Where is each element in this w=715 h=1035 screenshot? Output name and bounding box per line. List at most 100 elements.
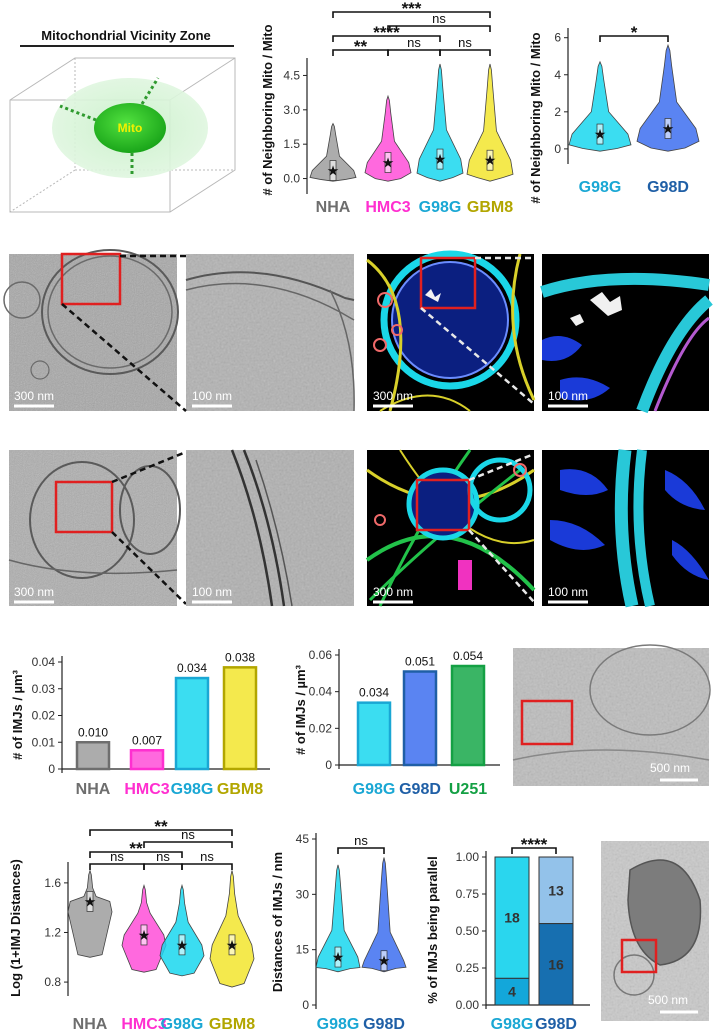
y-tick-label: 1.2 [44,925,61,939]
bar-gbm8 [222,666,258,771]
significance-bracket [143,841,233,848]
x-category-label: GBM8 [217,781,263,798]
y-tick-label: 2 [554,105,561,119]
median-star: ★ [434,151,447,167]
bar-value-label: 0.034 [177,661,207,675]
significance-bracket [439,49,491,56]
violin-nha [309,122,357,182]
x-category-label: HMC3 [365,199,410,216]
bar-value-label: 0.051 [405,655,435,669]
y-tick-label: 45 [296,832,310,846]
significance-bracket [332,35,441,42]
violin-box-gbm8 [486,149,494,171]
y-tick-label: 1.5 [283,137,300,151]
em-scale-text-2b: 100 nm [192,585,232,599]
violin-box-g98g [178,934,186,956]
y-tick-label: 0.06 [309,648,333,662]
x-category-label: G98G [579,179,622,196]
bar-g98d [402,670,438,767]
significance-bracket [511,847,557,854]
y-tick-label: 1.6 [44,876,61,890]
significance-label: *** [402,0,422,18]
stack-bottom-label: 16 [548,956,564,972]
y-tick-label: 3.0 [283,103,300,117]
x-category-label: G98D [535,1016,577,1033]
y-tick-label: 0.02 [32,709,56,723]
x-category-label: NHA [73,1016,108,1033]
violin-hmc3 [364,94,412,182]
chart-imj-density-3: 0 0.02 0.04 0.06# of IMJs / µm³ G98G G98D U251… [293,648,500,798]
violin-box-nha [86,891,94,912]
significance-label: ns [354,833,368,848]
charts-layer: 0.0 1.5 3.0 4.5 # of Neighboring Mito / Mito… [8,0,700,1033]
y-axis-label: Distances of IMJs / nm [270,852,285,992]
significance-label: ns [200,849,214,864]
median-star: ★ [594,126,607,142]
seg-scale-text-1a: 300 nm [373,389,413,403]
y-tick-label: 6 [554,31,561,45]
stack-top-g98g [494,856,530,979]
y-axis-label: % of IMJs being parallel [425,856,440,1003]
em-zoom-box-4 [620,938,658,974]
violin-g98g [159,883,205,977]
em-row-2: 300 nm 100 nm 300 nm [8,449,709,608]
significance-label: ns [432,11,446,26]
em-inset-3: 500 nm [512,644,711,786]
x-category-label: G98G [353,781,396,798]
median-star: ★ [484,152,497,168]
y-axis-label: # of IMJs / µm³ [10,669,25,760]
y-tick-label: 4 [554,68,561,82]
seg-zoom-box-2 [415,478,471,532]
significance-bracket [143,863,183,870]
significance-label: ns [407,35,421,50]
chart-neighbor-mito-4: 0.0 1.5 3.0 4.5 # of Neighboring Mito / Mito… [260,0,514,216]
seg-scale-text-1b: 100 nm [548,389,588,403]
bar-value-label: 0.010 [78,725,108,739]
bar-value-label: 0.007 [132,733,162,747]
x-category-label: NHA [316,199,351,216]
significance-label: * [631,23,638,42]
em-row-1: 300 nm 100 nm 300 nm [3,249,713,414]
y-tick-label: 0 [302,998,309,1012]
y-tick-label: 0.0 [283,172,300,186]
violin-box-g98d [380,950,388,972]
y-tick-label: 0.00 [456,998,480,1012]
y-tick-label: 0.50 [456,924,480,938]
y-axis-label: # of IMJs / µm³ [293,664,308,755]
chart-imj-parallel: 0.00 0.25 0.50 0.75 1.00 % of IMJs being para… [425,835,590,1033]
median-star: ★ [176,937,189,953]
y-axis-label: Log (1+IMJ Distances) [8,859,23,997]
median-star: ★ [226,937,239,953]
significance-label: ** [129,839,143,858]
em-zoom-box-2a [54,480,114,534]
violin-box-g98g [596,123,604,145]
em-scale-text-1b: 100 nm [192,389,232,403]
y-tick-label: 0.04 [32,655,56,669]
em-scale-text-4: 500 nm [648,993,688,1007]
em-zoom-box-1a [60,252,122,306]
x-category-label: U251 [449,781,487,798]
y-tick-label: 0.03 [32,682,56,696]
significance-bracket [332,11,491,18]
x-category-label: HMC3 [121,1016,166,1033]
median-star: ★ [662,121,675,137]
stack-top-label: 18 [504,910,520,926]
violin-g98g [416,63,464,182]
y-tick-label: 0.04 [309,685,333,699]
y-tick-label: 0.25 [456,961,480,975]
mito-label: Mito [118,121,143,135]
x-category-label: G98D [399,781,441,798]
y-axis-label: # of Neighboring Mito / Mito [528,32,543,203]
seg-scale-text-2b: 100 nm [548,585,588,599]
significance-bracket [89,863,145,870]
y-tick-label: 0 [48,762,55,776]
median-star: ★ [382,155,395,171]
x-category-label: HMC3 [124,781,169,798]
significance-label: ns [458,35,472,50]
em-scale-text-1a: 300 nm [14,389,54,403]
significance-bracket [89,851,183,858]
significance-label: **** [373,23,400,42]
em-inset-4: 500 nm [601,841,709,1021]
